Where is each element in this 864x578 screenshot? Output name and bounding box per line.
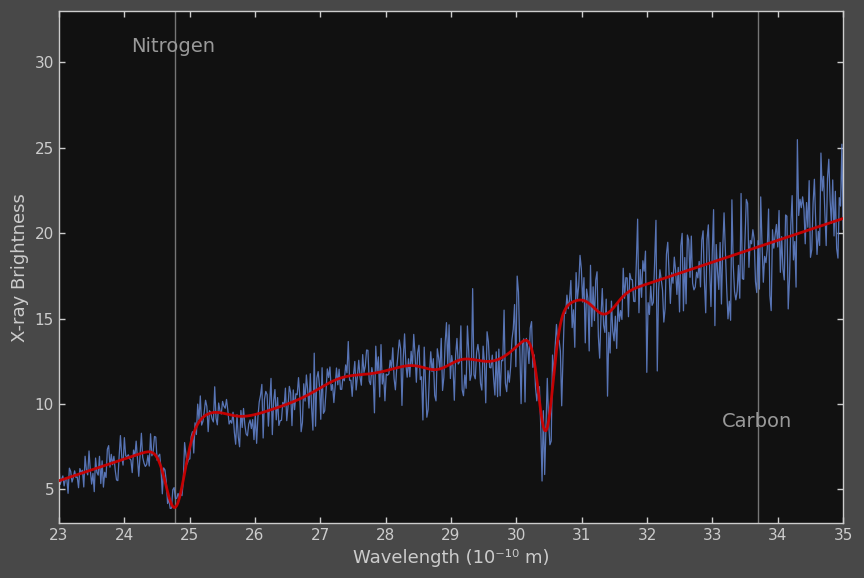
X-axis label: Wavelength (10⁻¹⁰ m): Wavelength (10⁻¹⁰ m)	[353, 549, 550, 567]
Text: Nitrogen: Nitrogen	[130, 37, 215, 55]
Text: Carbon: Carbon	[722, 413, 792, 431]
Y-axis label: X-ray Brightness: X-ray Brightness	[11, 193, 29, 342]
